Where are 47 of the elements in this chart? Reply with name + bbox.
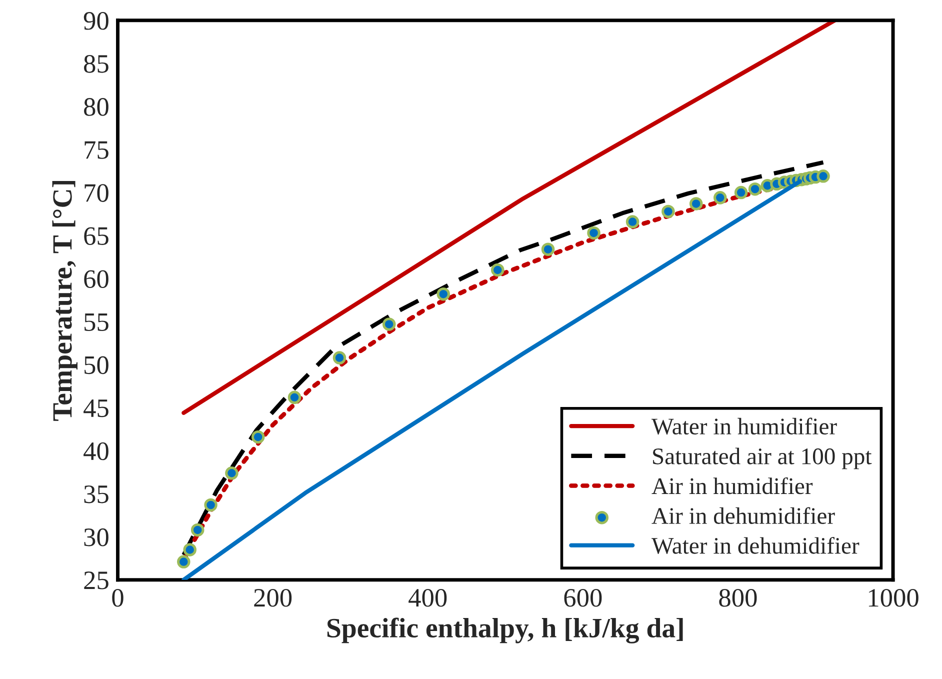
y-tick-label: 80 <box>84 98 108 116</box>
point <box>626 215 640 228</box>
point <box>204 498 218 512</box>
x-tick-label: 1000 <box>868 588 918 607</box>
point <box>748 182 762 196</box>
y-tick-label: 70 <box>84 184 108 202</box>
point <box>332 351 346 364</box>
y-tick-label: 40 <box>84 442 108 460</box>
legend-label: Air in humidifier <box>652 477 813 494</box>
y-tick-label: 90 <box>84 12 108 30</box>
point <box>734 186 748 200</box>
y-tick-label: 25 <box>84 572 108 590</box>
point <box>816 170 830 183</box>
y-tick-label: 75 <box>84 141 108 159</box>
x-tick-label: 600 <box>564 588 602 607</box>
point <box>382 318 396 331</box>
point <box>251 430 265 444</box>
y-tick-label: 60 <box>84 270 108 288</box>
y-tick-label: 35 <box>84 485 108 504</box>
point <box>541 242 555 256</box>
point <box>689 197 703 210</box>
point <box>190 523 204 537</box>
y-tick-label: 30 <box>84 528 108 546</box>
point <box>436 287 450 301</box>
y-tick-label: 85 <box>84 55 108 73</box>
y-tick-label: 50 <box>84 356 108 374</box>
point <box>288 390 302 404</box>
y-axis-title: Temperature, T [°C] <box>52 180 78 421</box>
point <box>225 466 238 480</box>
legend-label: Water in dehumidifier <box>651 536 860 554</box>
point <box>662 204 675 218</box>
y-tick-label: 45 <box>84 400 108 418</box>
point <box>183 543 196 556</box>
x-tick-label: 200 <box>254 588 292 607</box>
y-tick-label: 55 <box>84 314 108 332</box>
x-tick-label: 400 <box>408 588 447 607</box>
point <box>587 226 600 240</box>
point <box>491 263 504 277</box>
x-tick-label: 0 <box>112 588 124 607</box>
point <box>177 555 190 568</box>
x-axis-title: Specific enthalpy, h [kJ/kg da] <box>327 618 683 644</box>
point <box>714 191 727 204</box>
legend-label: Saturated air at 100 ppt <box>653 448 872 470</box>
legend-label: Air in dehumidifier <box>652 507 835 524</box>
y-tick-label: 65 <box>84 227 108 245</box>
x-tick-label: 800 <box>719 588 757 607</box>
legend-label: Water in humidifier <box>651 418 837 435</box>
